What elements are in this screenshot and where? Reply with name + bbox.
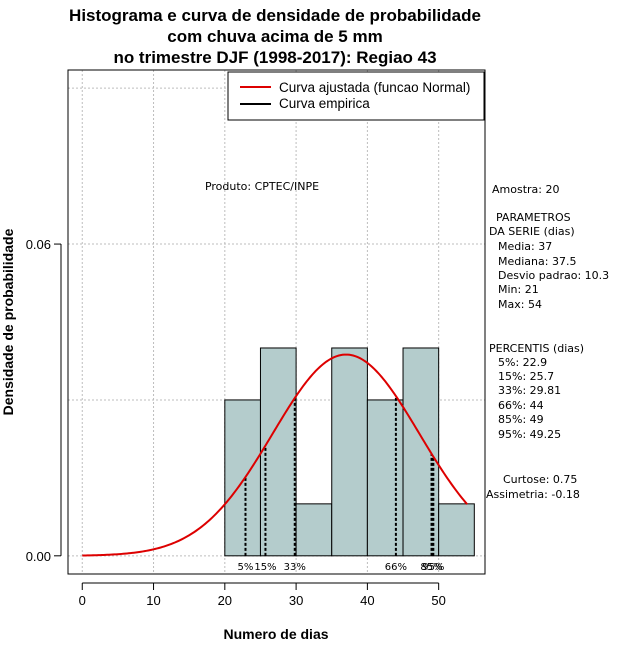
chart-title-line-2: com chuva acima de 5 mm xyxy=(167,27,382,46)
percentile-lines xyxy=(244,396,435,556)
stat-percentis-header: PERCENTIS (dias) xyxy=(489,342,584,355)
y-axis: 0.00 0.06 xyxy=(26,237,62,564)
stat-min: Min: 21 xyxy=(498,283,539,296)
stat-p85: 85%: 49 xyxy=(498,413,544,426)
x-axis: 0 10 20 30 40 50 xyxy=(79,582,446,608)
percentile-label-4: 85% xyxy=(420,562,442,573)
y-tick-label-0: 0.00 xyxy=(26,549,51,564)
percentile-label-2: 33% xyxy=(284,562,306,573)
x-tick-label-2: 20 xyxy=(218,593,232,608)
histogram-bar-1 xyxy=(259,347,297,557)
stat-p95: 95%: 49.25 xyxy=(498,428,561,441)
legend-box xyxy=(227,71,485,121)
percentile-label-5: 95% xyxy=(422,562,444,573)
histogram-bar-4 xyxy=(366,399,404,557)
plot-frame xyxy=(67,69,486,575)
x-axis-title: Numero de dias xyxy=(223,626,328,642)
stat-parametros-header-1: PARAMETROS xyxy=(496,211,571,224)
legend-fitted-label: Curva ajustada (funcao Normal) xyxy=(279,80,470,95)
x-tick-label-0: 0 xyxy=(79,593,86,608)
percentile-label-0: 5% xyxy=(238,562,254,573)
histogram-bar-3 xyxy=(331,347,368,557)
legend-empirical-label: Curva empirica xyxy=(279,96,370,111)
fitted-curve-group xyxy=(82,353,468,557)
y-axis-title: Densidade de probabilidade xyxy=(0,228,16,415)
x-tick-label-5: 50 xyxy=(431,593,445,608)
fitted-normal-curve xyxy=(82,353,468,557)
stat-p15: 15%: 25.7 xyxy=(498,370,554,383)
histogram-bars xyxy=(224,347,475,557)
histogram-bar-6 xyxy=(438,503,475,557)
y-tick-label-1: 0.06 xyxy=(26,237,51,252)
stat-media: Media: 37 xyxy=(498,240,552,253)
x-tick-label-4: 40 xyxy=(360,593,374,608)
x-tick-label-3: 30 xyxy=(289,593,303,608)
x-tick-label-1: 10 xyxy=(146,593,160,608)
stat-desvio: Desvio padrao: 10.3 xyxy=(498,269,609,282)
chart-title-line-1: Histograma e curva de densidade de proba… xyxy=(69,6,481,25)
stat-assimetria: Assimetria: -0.18 xyxy=(486,488,580,501)
legend: Curva ajustada (funcao Normal) Curva emp… xyxy=(227,71,485,121)
stat-p33: 33%: 29.81 xyxy=(498,384,561,397)
histogram-bar-2 xyxy=(295,503,333,557)
histogram-bar-0 xyxy=(224,399,261,557)
stats-panel: Amostra: 20 PARAMETROS DA SERIE (dias) M… xyxy=(486,183,609,501)
stat-max: Max: 54 xyxy=(498,298,542,311)
percentile-labels: 5% 15% 33% 66% 85%95% xyxy=(238,562,445,573)
stat-amostra: Amostra: 20 xyxy=(492,183,559,196)
stat-curtose: Curtose: 0.75 xyxy=(503,473,577,486)
chart-title-line-3: no trimestre DJF (1998-2017): Regiao 43 xyxy=(113,48,436,67)
histogram-bar-5 xyxy=(402,347,440,557)
percentile-label-1: 15% xyxy=(254,562,276,573)
stat-mediana: Mediana: 37.5 xyxy=(498,255,576,268)
product-annotation: Produto: CPTEC/INPE xyxy=(205,180,319,193)
stat-parametros-header-2: DA SERIE (dias) xyxy=(489,225,575,238)
stat-p66: 66%: 44 xyxy=(498,399,544,412)
percentile-label-3: 66% xyxy=(385,562,407,573)
stat-p5: 5%: 22.9 xyxy=(498,356,547,369)
